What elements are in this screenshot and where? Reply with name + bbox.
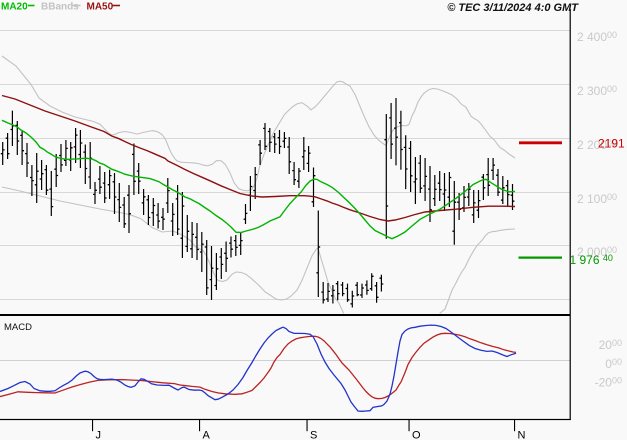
svg-text:O: O [412, 430, 421, 440]
svg-text:MACD: MACD [4, 322, 32, 333]
svg-text:A: A [203, 430, 211, 440]
svg-text:S: S [310, 430, 317, 440]
svg-text:-2000: -2000 [595, 375, 622, 389]
svg-text:BBands: BBands [41, 2, 79, 13]
svg-text:© TEC 3/11/2024 4:0 GMT: © TEC 3/11/2024 4:0 GMT [447, 2, 579, 14]
svg-text:000: 000 [605, 357, 622, 371]
svg-text:J: J [96, 430, 102, 440]
svg-text:2191 35: 2191 35 [598, 136, 627, 150]
svg-text:MA50: MA50 [87, 2, 114, 13]
svg-text:N: N [518, 430, 526, 440]
svg-text:2000: 2000 [599, 338, 622, 352]
svg-text:MA20: MA20 [1, 2, 28, 13]
svg-text:1 976 40: 1 976 40 [570, 253, 613, 267]
